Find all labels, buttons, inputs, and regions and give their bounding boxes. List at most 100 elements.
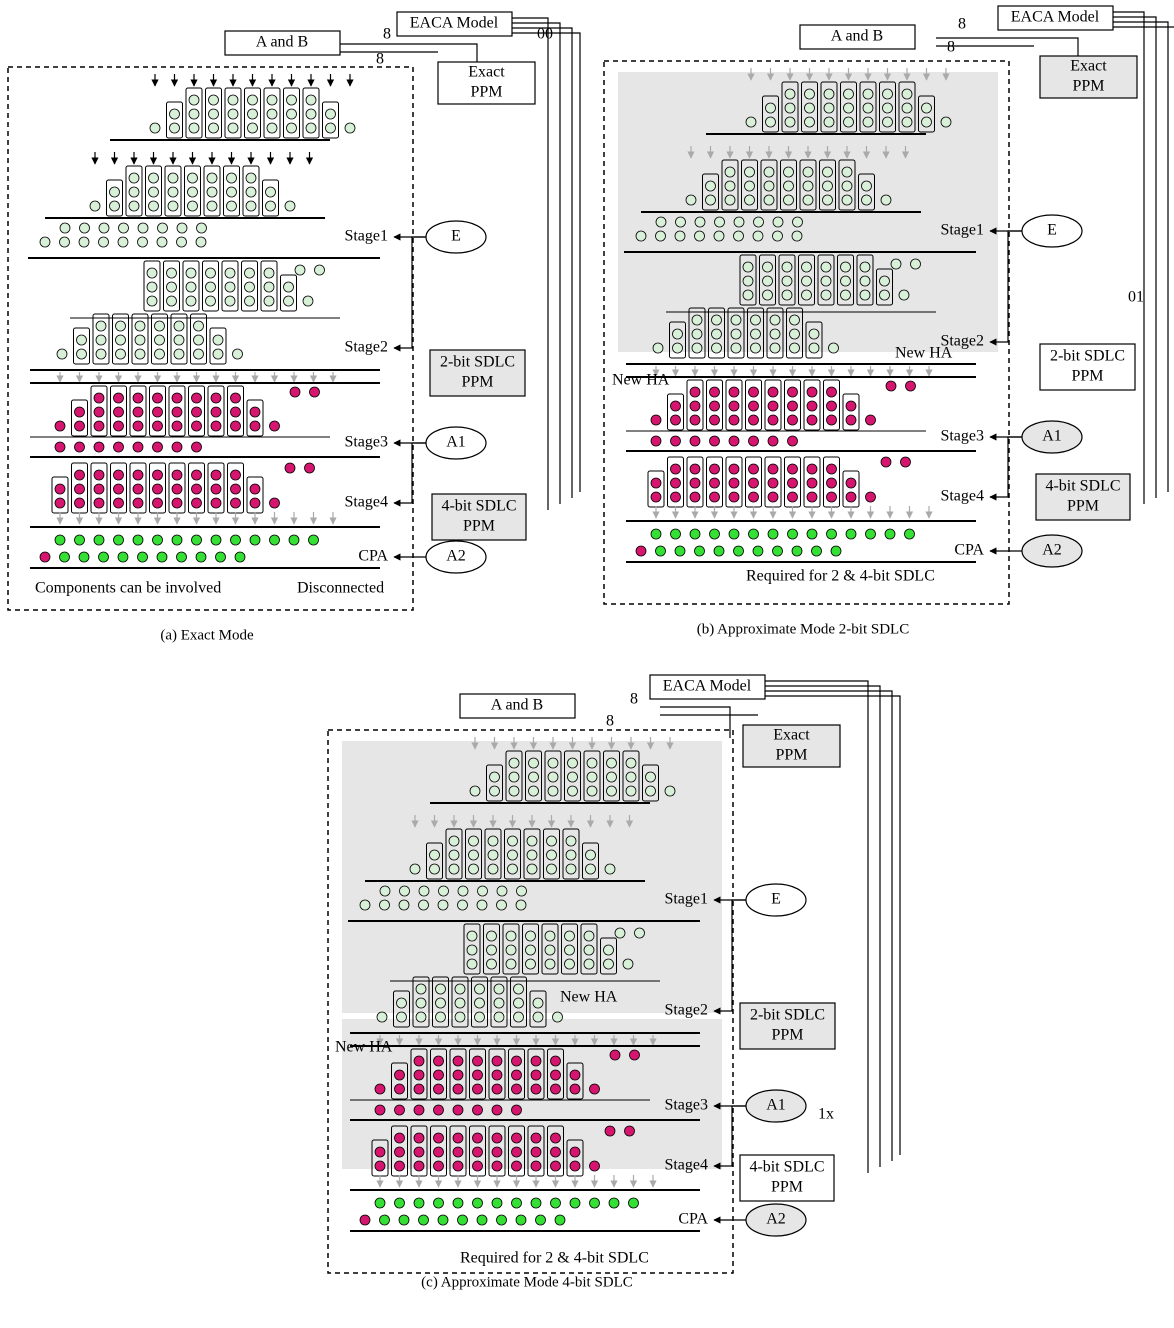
dot — [186, 296, 196, 306]
dot — [380, 900, 390, 910]
dot — [153, 535, 163, 545]
dot — [941, 117, 951, 127]
dot — [114, 407, 124, 417]
dot — [264, 296, 274, 306]
dot — [734, 546, 744, 556]
dot — [506, 931, 516, 941]
dot — [231, 535, 241, 545]
dot — [497, 900, 507, 910]
control-label: A2 — [1042, 542, 1062, 559]
dot — [531, 1084, 541, 1094]
dot — [225, 268, 235, 278]
dot — [315, 265, 325, 275]
dot — [531, 1133, 541, 1143]
dot — [531, 1198, 541, 1208]
dot — [231, 407, 241, 417]
dot — [345, 123, 355, 133]
dot — [584, 945, 594, 955]
dot — [395, 1161, 405, 1171]
dot — [566, 836, 576, 846]
dot — [167, 282, 177, 292]
dot — [831, 546, 841, 556]
dot — [172, 442, 182, 452]
dot — [803, 195, 813, 205]
dot — [773, 546, 783, 556]
dot — [651, 478, 661, 488]
mode-code: 1x — [818, 1106, 834, 1123]
dot — [675, 546, 685, 556]
dot — [902, 89, 912, 99]
exact-ppm-label: PPM — [775, 747, 807, 764]
dot — [749, 387, 759, 397]
dot — [846, 401, 856, 411]
dot — [630, 1050, 640, 1060]
dot — [827, 492, 837, 502]
dot — [211, 421, 221, 431]
dot — [192, 407, 202, 417]
dot — [449, 864, 459, 874]
dot — [473, 1105, 483, 1115]
dot — [94, 421, 104, 431]
dot — [96, 349, 106, 359]
dot — [512, 1084, 522, 1094]
dot — [526, 959, 536, 969]
dot — [671, 478, 681, 488]
dot — [436, 984, 446, 994]
dot — [625, 1126, 635, 1136]
dot — [399, 1215, 409, 1225]
dot — [690, 478, 700, 488]
dot — [395, 1070, 405, 1080]
stage-label: CPA — [954, 542, 984, 559]
dot — [673, 343, 683, 353]
dot — [545, 945, 555, 955]
dot — [118, 552, 128, 562]
dot — [768, 478, 778, 488]
note: Disconnected — [297, 580, 384, 597]
dot — [841, 276, 851, 286]
control-arrow — [990, 437, 1022, 497]
dot — [902, 117, 912, 127]
dot — [568, 786, 578, 796]
sdlc2-ppm-label: PPM — [461, 374, 493, 391]
dot — [821, 262, 831, 272]
dot — [434, 1056, 444, 1066]
dot — [551, 1198, 561, 1208]
dot — [568, 772, 578, 782]
dot — [671, 415, 681, 425]
control-label: E — [771, 891, 781, 908]
note: New HA — [335, 1039, 393, 1056]
dot — [695, 546, 705, 556]
dot — [150, 123, 160, 133]
dot — [860, 262, 870, 272]
dot — [734, 217, 744, 227]
dot — [75, 470, 85, 480]
dot — [768, 415, 778, 425]
dot — [206, 296, 216, 306]
dot — [492, 1133, 502, 1143]
dot — [395, 1133, 405, 1143]
dot — [846, 478, 856, 488]
dot — [172, 470, 182, 480]
dot — [209, 95, 219, 105]
dot — [231, 470, 241, 480]
dot — [133, 498, 143, 508]
dot — [147, 296, 157, 306]
dot — [153, 498, 163, 508]
dot — [177, 237, 187, 247]
dot — [746, 117, 756, 127]
dot — [157, 552, 167, 562]
dot — [475, 1012, 485, 1022]
sdlc2-ppm-label: 2-bit SDLC — [750, 1007, 825, 1024]
dot — [545, 959, 555, 969]
dot — [114, 535, 124, 545]
dot — [565, 931, 575, 941]
dot — [745, 181, 755, 191]
dot — [434, 1070, 444, 1080]
dot — [75, 442, 85, 452]
dot — [605, 864, 615, 874]
dot — [695, 217, 705, 227]
dot — [284, 282, 294, 292]
dot — [566, 850, 576, 860]
dot — [207, 173, 217, 183]
dot — [397, 1012, 407, 1022]
